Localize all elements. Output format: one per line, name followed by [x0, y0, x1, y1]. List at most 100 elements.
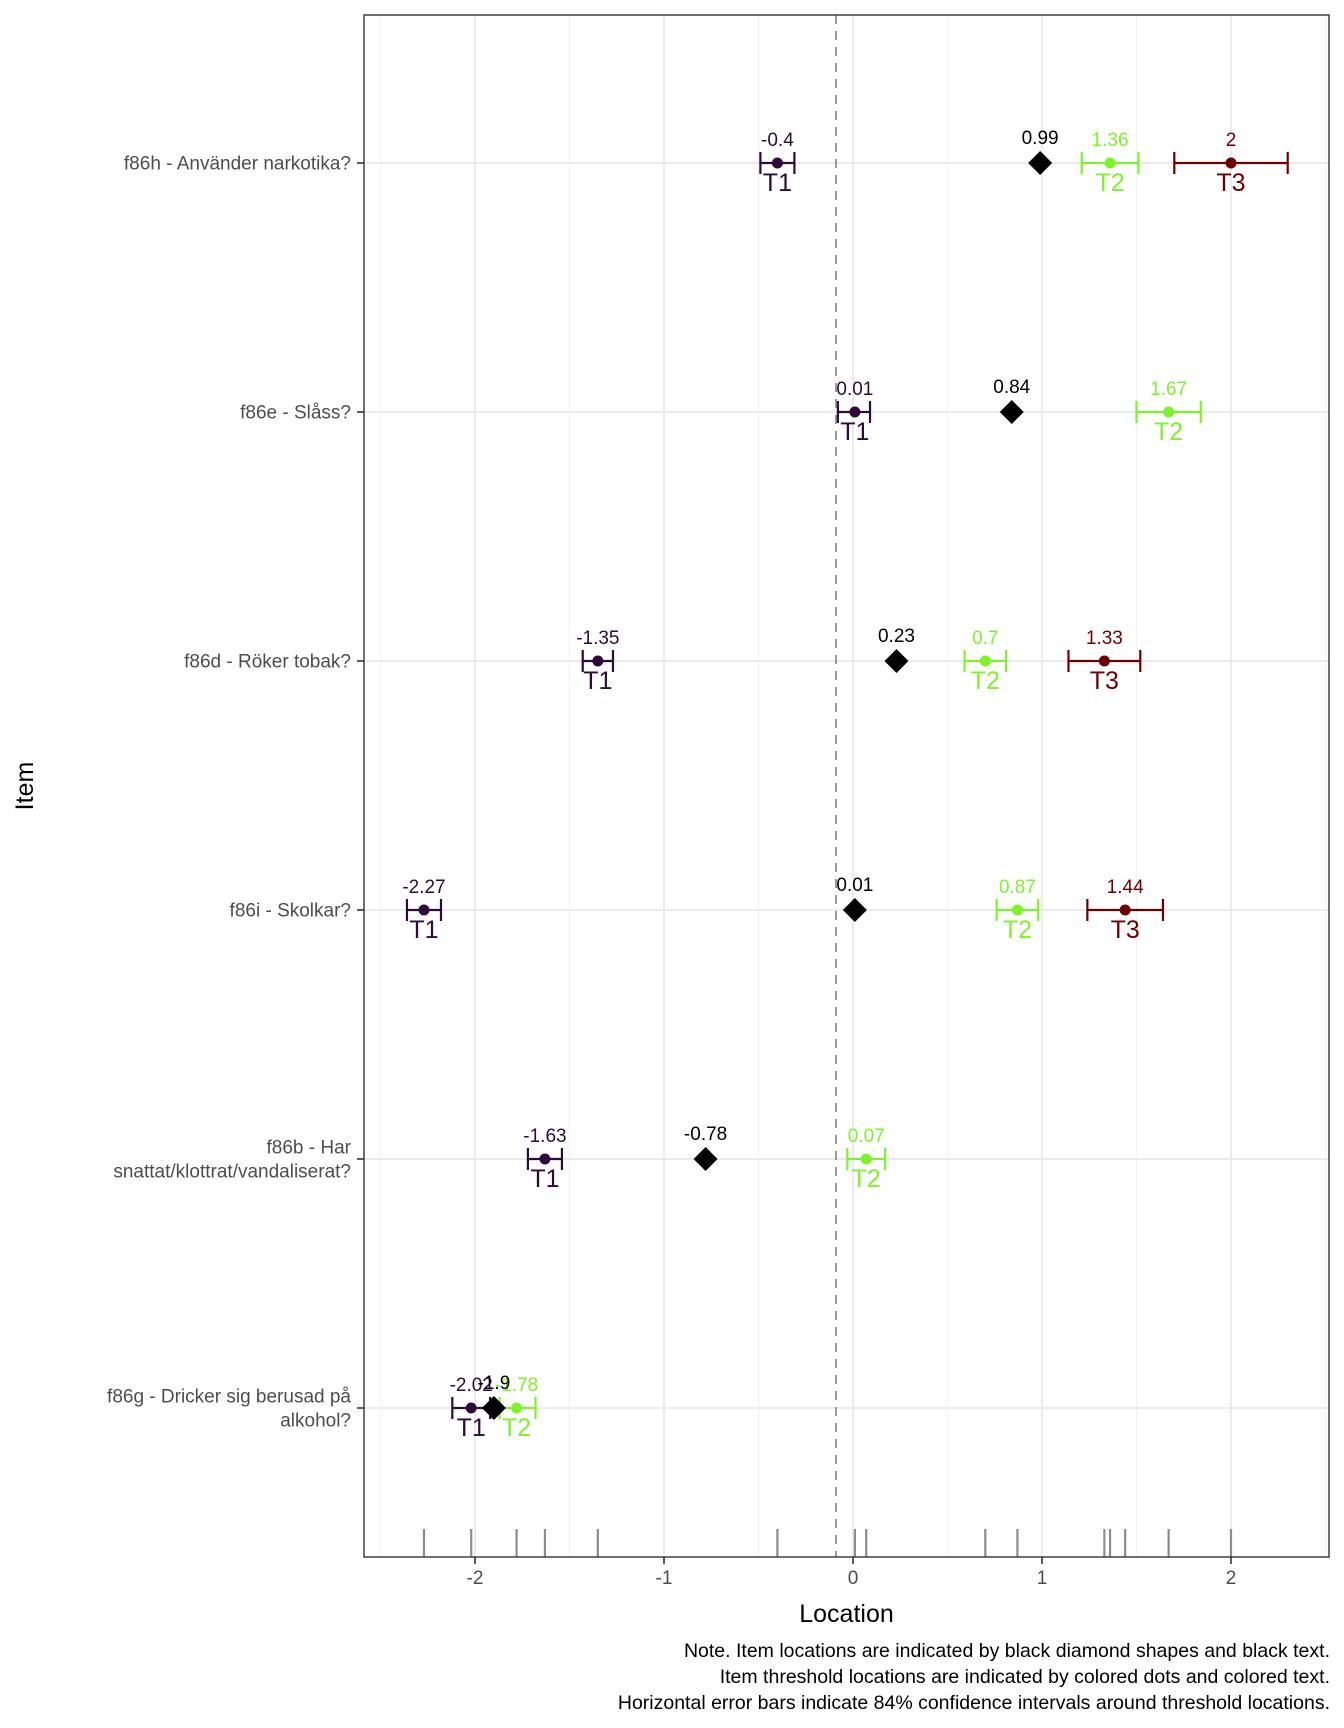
item-location-label: 0.99 [1022, 128, 1059, 149]
threshold-value-label: 0.07 [848, 1126, 885, 1147]
x-tick-label: -1 [656, 1568, 673, 1589]
threshold-value-label: -1.35 [576, 628, 619, 649]
threshold-point [539, 1153, 551, 1165]
threshold-value-label: 0.01 [836, 379, 873, 400]
item-location-diamond [1028, 151, 1053, 175]
threshold-name-label: T1 [530, 1165, 559, 1193]
threshold-t1: -1.63 T1 [523, 1126, 566, 1193]
y-tick-label: f86h - Använder narkotika? [124, 154, 351, 175]
threshold-point [860, 1153, 872, 1165]
threshold-name-label: T3 [1111, 916, 1140, 944]
threshold-name-label: T2 [1095, 169, 1124, 197]
threshold-t2: 1.67 T2 [1135, 379, 1202, 446]
threshold-name-label: T3 [1090, 667, 1119, 695]
threshold-name-label: T1 [457, 1414, 486, 1442]
threshold-t1: -2.02 T1 [450, 1375, 493, 1442]
threshold-t3: 1.33 T3 [1067, 628, 1142, 695]
threshold-value-label: -1.63 [523, 1126, 566, 1147]
y-tick-label: snattat/klottrat/vandaliserat? [113, 1162, 351, 1183]
x-tick-label: 1 [1037, 1568, 1048, 1589]
item-location-label: 0.84 [993, 377, 1030, 398]
threshold-t2: 0.07 T2 [846, 1126, 887, 1193]
threshold-point [592, 655, 604, 667]
threshold-point [511, 1402, 523, 1414]
item-group: -2.27 T1 0.87 T2 1.44 T3 0.01 [402, 875, 1165, 944]
y-tick-label: alkohol? [280, 1411, 351, 1432]
threshold-value-label: -1.78 [495, 1375, 538, 1396]
item-group: -0.4 T1 1.36 T2 2 T3 0.99 [759, 128, 1289, 197]
item-group: -1.63 T1 0.07 T2 -0.78 [523, 1124, 887, 1193]
threshold-name-label: T3 [1216, 169, 1245, 197]
threshold-value-label: -2.02 [450, 1375, 493, 1396]
threshold-point [465, 1402, 477, 1414]
threshold-name-label: T1 [763, 169, 792, 197]
threshold-name-label: T1 [583, 667, 612, 695]
threshold-name-label: T2 [502, 1414, 531, 1442]
threshold-name-label: T2 [1003, 916, 1032, 944]
item-location-diamond [693, 1147, 718, 1171]
threshold-name-label: T1 [840, 418, 869, 446]
threshold-value-label: -2.27 [402, 877, 445, 898]
y-tick-label: f86i - Skolkar? [230, 901, 351, 922]
threshold-point [849, 406, 861, 418]
y-tick-label: f86e - Slåss? [240, 403, 351, 424]
threshold-t2: 1.36 T2 [1080, 130, 1140, 197]
item-location-label: 0.01 [836, 875, 873, 896]
chart-marks: -0.4 T1 1.36 T2 2 T3 0.99 0.01 T1 1.67 T2 0.84 -1.35… [402, 128, 1289, 1442]
threshold-value-label: 1.33 [1086, 628, 1123, 649]
x-axis-title: Location [799, 1600, 894, 1628]
x-tick-label: -2 [467, 1568, 484, 1589]
y-tick-label: f86d - Röker tobak? [184, 652, 351, 673]
threshold-value-label: 2 [1226, 130, 1237, 151]
threshold-point [771, 157, 783, 169]
threshold-point [1104, 157, 1116, 169]
threshold-value-label: 1.67 [1150, 379, 1187, 400]
threshold-t1: -1.35 T1 [576, 628, 619, 695]
item-location-label: -0.78 [684, 1124, 727, 1145]
y-tick-label: f86g - Dricker sig berusad på [107, 1387, 351, 1408]
item-group: -2.02 T1 -1.78 T2 -1.9 [450, 1373, 539, 1442]
x-tick-label: 0 [848, 1568, 859, 1589]
item-location-diamond [884, 649, 909, 673]
threshold-value-label: 1.44 [1107, 877, 1144, 898]
threshold-t2: -1.78 T2 [495, 1375, 538, 1442]
rug-marks [422, 1529, 1233, 1557]
threshold-point [1119, 904, 1131, 916]
threshold-t3: 2 T3 [1173, 130, 1289, 197]
note-line-1: Note. Item locations are indicated by bl… [683, 1640, 1330, 1662]
threshold-point [418, 904, 430, 916]
item-group: -1.35 T1 0.7 T2 1.33 T3 0.23 [576, 626, 1142, 695]
grid-lines [364, 15, 1329, 1557]
threshold-t1: -2.27 T1 [402, 877, 445, 944]
threshold-value-label: 0.87 [999, 877, 1036, 898]
note-line-3: Horizontal error bars indicate 84% confi… [617, 1692, 1330, 1714]
threshold-point [1163, 406, 1175, 418]
threshold-name-label: T1 [409, 916, 438, 944]
threshold-point [1225, 157, 1237, 169]
y-axis-title: Item [11, 762, 39, 811]
threshold-t1: -0.4 T1 [759, 130, 796, 197]
threshold-t3: 1.44 T3 [1086, 877, 1165, 944]
axes: -2 -1 0 1 2 f86h - Använder narkotika? f86e - … [107, 154, 1236, 1590]
threshold-point [979, 655, 991, 667]
plot-panel-border [363, 14, 1330, 1558]
threshold-value-label: 1.36 [1092, 130, 1129, 151]
threshold-value-label: -0.4 [761, 130, 794, 151]
threshold-t1: 0.01 T1 [836, 379, 873, 446]
item-location-diamond [481, 1396, 506, 1420]
threshold-name-label: T2 [1154, 418, 1183, 446]
threshold-point [1011, 904, 1023, 916]
y-tick-label: f86b - Har [267, 1138, 352, 1159]
item-location-label: 0.23 [878, 626, 915, 647]
threshold-t2: 0.7 T2 [963, 628, 1008, 695]
threshold-t2: 0.87 T2 [995, 877, 1040, 944]
threshold-point [1098, 655, 1110, 667]
item-group: 0.01 T1 1.67 T2 0.84 [836, 377, 1202, 446]
x-tick-label: 2 [1226, 1568, 1237, 1589]
note-line-2: Item threshold locations are indicated b… [719, 1666, 1330, 1688]
item-location-diamond [999, 400, 1024, 424]
threshold-value-label: 0.7 [972, 628, 998, 649]
threshold-name-label: T2 [971, 667, 1000, 695]
item-location-label: -1.9 [478, 1373, 511, 1394]
